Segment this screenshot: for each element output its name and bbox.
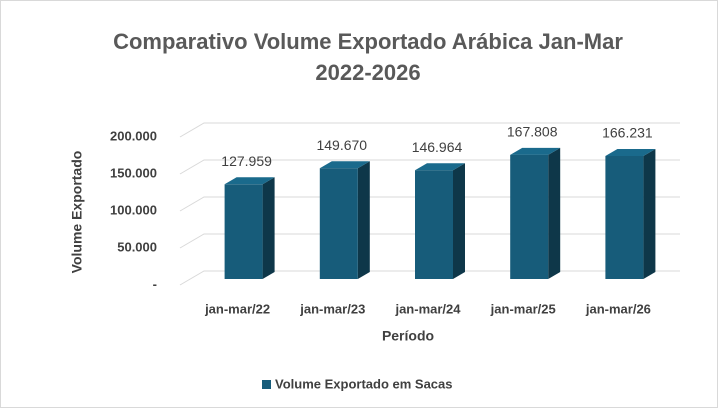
value-label: 127.959 — [221, 153, 272, 169]
x-tick-label: jan-mar/26 — [585, 301, 651, 316]
bar-top — [415, 163, 465, 171]
bar-side — [548, 147, 561, 279]
value-label: 166.231 — [602, 125, 653, 141]
bar — [224, 184, 263, 279]
legend-swatch — [262, 380, 271, 389]
bar-side — [453, 163, 465, 279]
value-label: 149.670 — [316, 137, 367, 153]
bar-top — [510, 147, 561, 155]
y-tick-label: 100.000 — [110, 202, 157, 217]
bar-top — [224, 177, 275, 185]
bar-side — [262, 177, 275, 279]
bar — [605, 155, 644, 279]
chart-subtitle: 2022-2026 — [315, 60, 420, 85]
bar-top — [605, 148, 656, 156]
bar — [510, 154, 549, 279]
bar — [319, 168, 358, 279]
y-tick-label: 150.000 — [110, 165, 157, 180]
value-label: 146.964 — [412, 139, 463, 155]
y-tick-label: 50.000 — [117, 239, 157, 254]
y-tick-label: 200.000 — [110, 128, 157, 143]
bar-side — [643, 148, 656, 279]
grid-line — [179, 122, 680, 138]
bar-side — [357, 161, 370, 279]
x-axis-title: Período — [382, 328, 434, 344]
y-axis-title: Volume Exportado — [69, 151, 85, 274]
bar-top — [319, 161, 370, 169]
legend-label: Volume Exportado em Sacas — [275, 376, 453, 391]
y-tick-label: - — [153, 276, 157, 291]
chart-title: Comparativo Volume Exportado Arábica Jan… — [113, 29, 623, 54]
x-tick-label: jan-mar/24 — [394, 301, 461, 316]
x-tick-label: jan-mar/25 — [490, 301, 556, 316]
x-tick-label: jan-mar/23 — [299, 301, 365, 316]
bar — [415, 170, 453, 279]
x-tick-label: jan-mar/22 — [204, 301, 270, 316]
value-label: 167.808 — [507, 124, 558, 140]
